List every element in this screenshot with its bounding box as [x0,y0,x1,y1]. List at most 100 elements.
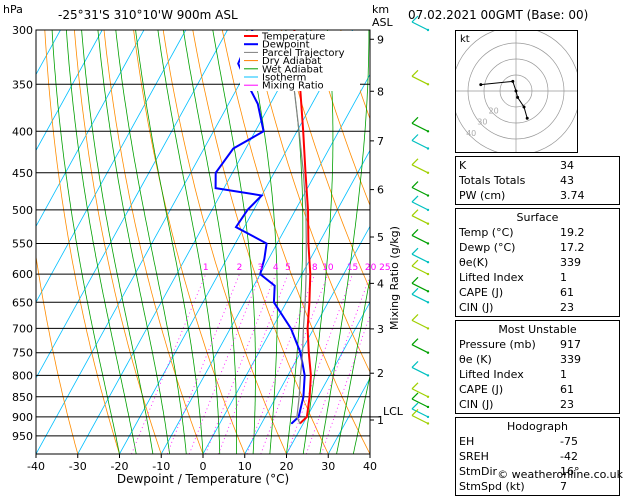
surface-label: CAPE (J) [459,285,503,300]
pressure-tick-label: 750 [12,347,33,360]
mixing-ratio-label: 10 [322,263,334,273]
most-unstable-label: Lifted Index [459,367,524,382]
dewpoint-point [247,209,248,210]
most-unstable-value: 61 [560,382,616,397]
parcel-trajectory-point [305,302,306,303]
hodograph-point [515,90,518,93]
surface-row: Lifted Index 1 [459,270,616,285]
hodograph-kt-label: kt [460,34,470,45]
surface-value: 61 [560,285,616,300]
wind-barb-base [427,351,429,353]
dewpoint-point [257,103,258,104]
wind-barbs [412,16,429,425]
wind-barb [412,123,428,131]
wet-adiabat-line [370,30,467,454]
dewpoint-point [260,274,261,275]
most-unstable-value: 1 [560,367,616,382]
parcel-trajectory-point [300,375,301,376]
wind-barb-base [427,130,429,132]
hodograph-title: Hodograph [459,419,616,434]
surface-row: CAPE (J) 61 [459,285,616,300]
most-unstable-label: θe (K) [459,352,492,367]
parcel-trajectory-point [296,416,297,417]
wind-barb-base [427,261,429,263]
wind-barb-base [427,172,429,174]
hodograph-param-label: StmSpd (kt) [459,479,525,494]
x-axis-label: Dewpoint / Temperature (°C) [117,472,289,486]
km-tick-label: 2 [377,367,384,380]
location-title: -25°31'S 310°10'W 900m ASL [58,8,238,22]
hodograph-param-row: StmSpd (kt)7 [459,479,616,494]
mixing-ratio-line [206,274,276,454]
pressure-tick-label: 800 [12,369,33,382]
dewpoint-point [233,148,234,149]
wind-barb [412,283,428,291]
surface-value: 1 [560,270,616,285]
wind-barb-base [427,301,429,303]
dewpoint-point [290,328,291,329]
pressure-tick-label: 700 [12,322,33,335]
surface-row: CIN (J) 23 [459,300,616,315]
surface-row: Dewp (°C)17.2 [459,240,616,255]
pressure-tick-label: 450 [12,167,33,180]
wind-barb [412,140,428,148]
wet-adiabat-line [183,30,236,454]
dry-adiabat-line [104,30,203,454]
temperature-point [307,209,308,210]
wind-barb-base [427,422,429,424]
wind-barb-flag [412,260,418,266]
dewpoint-point [273,302,274,303]
wind-barb [412,415,428,423]
most-unstable-row: Pressure (mb)917 [459,337,616,352]
temperature-point [303,131,304,132]
surface-value: 17.2 [560,240,616,255]
legend-label: Mixing Ratio [262,81,324,92]
parcel-trajectory-point [306,243,307,244]
wind-barb-flag [412,229,418,235]
wind-barb [412,294,428,302]
surface-label: CIN (J) [459,300,493,315]
dewpoint-point [298,416,299,417]
wind-barb-base [427,194,429,196]
wind-barb [412,367,428,375]
surface-title: Surface [459,210,616,225]
dewpoint-point [303,396,304,397]
wind-barb [412,254,428,262]
dewpoint-point [300,352,301,353]
mixing-ratio-axis-label: Mixing Ratio (g/kg) [388,226,401,330]
dewpoint-point [291,423,292,424]
surface-value: 23 [560,300,616,315]
index-value: 3.74 [560,188,616,203]
hodograph-param-value: -42 [560,449,616,464]
index-label: Totals Totals [459,173,525,188]
pressure-tick-label: 650 [12,296,33,309]
wind-barb-flag [412,403,418,409]
mixing-ratio-label: 5 [285,263,291,273]
hodograph-param-label: SREH [459,449,489,464]
dry-adiabat-line [74,30,161,454]
mixing-ratio-label: 2 [237,263,243,273]
dewpoint-point [215,188,216,189]
km-tick-label: 8 [377,85,384,98]
isotherm-line [0,30,227,454]
hodograph-point [479,83,482,86]
wind-barb [412,76,428,84]
most-unstable-title: Most Unstable [459,322,616,337]
surface-label: Lifted Index [459,270,524,285]
wind-barb [412,22,428,30]
km-tick-label: 9 [377,33,384,46]
km-tick-label: 5 [377,231,384,244]
index-label: K [459,158,466,173]
temperature-point [307,328,308,329]
x-tick-label: 30 [321,460,335,473]
wind-barb [412,389,428,397]
km-tick-label: 3 [377,323,384,336]
surface-value: 19.2 [560,225,616,240]
mixing-ratio-label: 8 [312,263,318,273]
wind-barb [412,202,428,210]
temperature-point [309,302,310,303]
pressure-tick-label: 300 [12,24,33,37]
